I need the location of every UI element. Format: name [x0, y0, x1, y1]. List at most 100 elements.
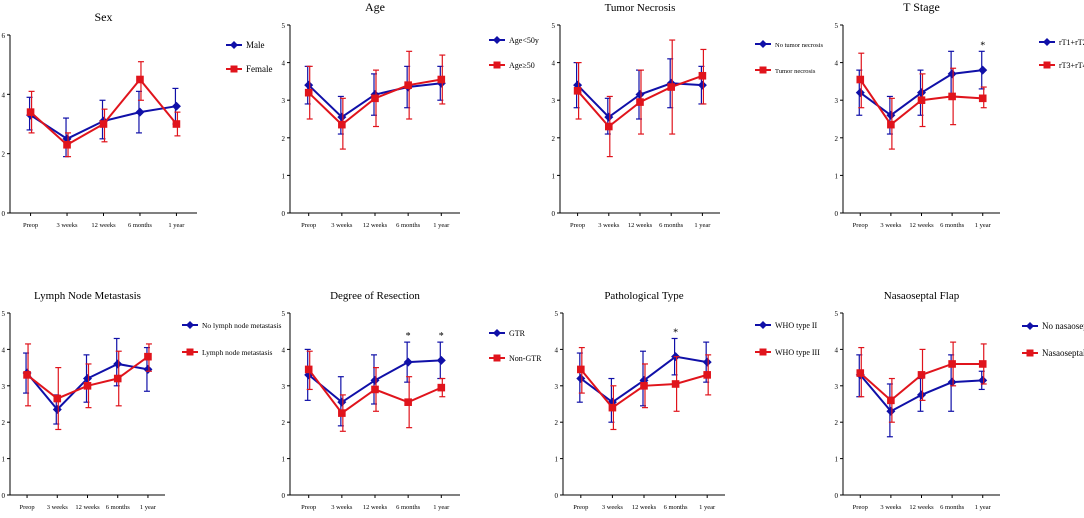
data-point [667, 83, 675, 91]
data-point [172, 120, 181, 128]
data-point [337, 112, 347, 122]
x-tick-label: 3 weeks [880, 504, 902, 511]
legend-item: Age<50y [489, 36, 539, 45]
y-tick-label: 4 [2, 91, 6, 99]
x-tick-label: Preop [19, 504, 34, 511]
y-tick-label: 2 [2, 419, 6, 427]
data-point [136, 75, 144, 84]
legend-label: Age≥50 [509, 61, 535, 70]
legend-item: rT3+rT4 [1039, 61, 1084, 70]
legend-marker [759, 321, 767, 329]
data-point [338, 120, 346, 129]
x-tick-label: Preop [570, 222, 585, 229]
chart-panel-1: Sex 0 2 4 6 Preop 3 weeks 12 weeks 6 months 1 yea… [2, 10, 273, 229]
series-blue [855, 50, 988, 135]
data-point [371, 385, 379, 394]
legend-label: Age<50y [509, 36, 539, 45]
legend-marker [1043, 61, 1051, 69]
legend-item: WHO type III [755, 348, 820, 357]
legend-marker [186, 321, 194, 329]
legend-marker [230, 41, 238, 49]
series-line [29, 77, 178, 146]
series-red [856, 52, 987, 150]
legend-item: Tumor necrosis [755, 66, 816, 75]
x-tick-label: 12 weeks [91, 222, 116, 229]
y-tick-label: 4 [552, 60, 556, 68]
legend-marker [1043, 38, 1051, 46]
y-tick-label: 0 [555, 492, 559, 500]
data-point [304, 365, 313, 374]
legend-label: Male [246, 40, 265, 50]
y-tick-label: 5 [835, 22, 839, 30]
data-point [917, 88, 926, 98]
y-tick-label: 0 [282, 492, 286, 500]
data-point [856, 75, 865, 84]
x-tick-label: 1 year [975, 504, 992, 511]
data-point [437, 75, 446, 84]
data-point [636, 98, 644, 106]
legend-label: rT3+rT4 [1059, 61, 1084, 70]
data-point [948, 360, 956, 368]
data-point [371, 94, 379, 103]
x-tick-label: 6 months [128, 222, 152, 229]
series-red [304, 350, 446, 432]
data-point [947, 69, 957, 79]
legend-label: Lymph node metastasis [202, 348, 272, 357]
data-point [144, 352, 152, 361]
chart-panel-8: Nasaoseptal Flap 0 1 2 3 4 5 Preop 3 weeks 12 wee… [835, 290, 1084, 511]
legend-marker [493, 354, 501, 362]
x-tick-label: 12 weeks [628, 222, 653, 229]
data-point [947, 377, 957, 387]
x-tick-label: 12 weeks [75, 504, 100, 511]
y-tick-label: 1 [835, 456, 839, 464]
chart-title: Nasaoseptal Flap [884, 290, 960, 302]
x-tick-label: 1 year [433, 504, 450, 511]
chart-title: Degree of Resection [330, 290, 420, 302]
y-tick-label: 0 [835, 492, 839, 500]
y-tick-label: 0 [2, 210, 6, 218]
data-point [887, 396, 895, 405]
y-tick-label: 2 [552, 135, 556, 143]
series-red [304, 50, 446, 150]
data-point [608, 403, 617, 412]
series-red [573, 39, 707, 158]
y-tick-label: 4 [282, 346, 286, 354]
x-tick-label: 3 weeks [331, 504, 353, 511]
data-point [671, 380, 680, 388]
data-point [978, 94, 987, 103]
data-point [63, 140, 71, 149]
x-tick-label: 6 months [396, 222, 420, 229]
data-point [53, 394, 62, 403]
chart-title: Lymph Node Metastasis [34, 290, 141, 302]
data-point [702, 357, 712, 367]
legend-label: WHO type III [775, 348, 820, 357]
chart-panel-3: Tumor Necrosis 0 1 2 3 4 5 Preop 3 weeks 12 weeks… [552, 2, 824, 229]
data-point [143, 364, 153, 374]
data-point [113, 374, 122, 383]
legend-item: No tumor necrosis [755, 40, 823, 49]
data-point [856, 369, 865, 377]
legend-label: rT1+rT2 [1059, 38, 1084, 47]
y-tick-label: 1 [555, 456, 559, 464]
x-tick-label: Preop [301, 504, 316, 511]
series-blue [22, 337, 153, 425]
y-tick-label: 4 [2, 346, 6, 354]
legend-marker [493, 36, 501, 44]
data-point [703, 371, 711, 379]
y-tick-label: 2 [2, 151, 6, 159]
legend-marker [1026, 322, 1034, 330]
data-point [576, 374, 586, 384]
data-point [99, 120, 108, 128]
y-tick-label: 6 [2, 32, 6, 40]
data-point [886, 406, 896, 416]
legend-marker [759, 66, 767, 74]
legend-label: Tumor necrosis [775, 68, 816, 75]
legend-item: rT1+rT2 [1039, 38, 1084, 47]
data-point [604, 112, 614, 122]
data-point [23, 371, 31, 379]
data-point [113, 359, 123, 369]
data-point [404, 81, 412, 89]
data-point [26, 108, 35, 116]
chart-title: Pathological Type [604, 290, 683, 302]
y-tick-label: 0 [2, 492, 6, 500]
